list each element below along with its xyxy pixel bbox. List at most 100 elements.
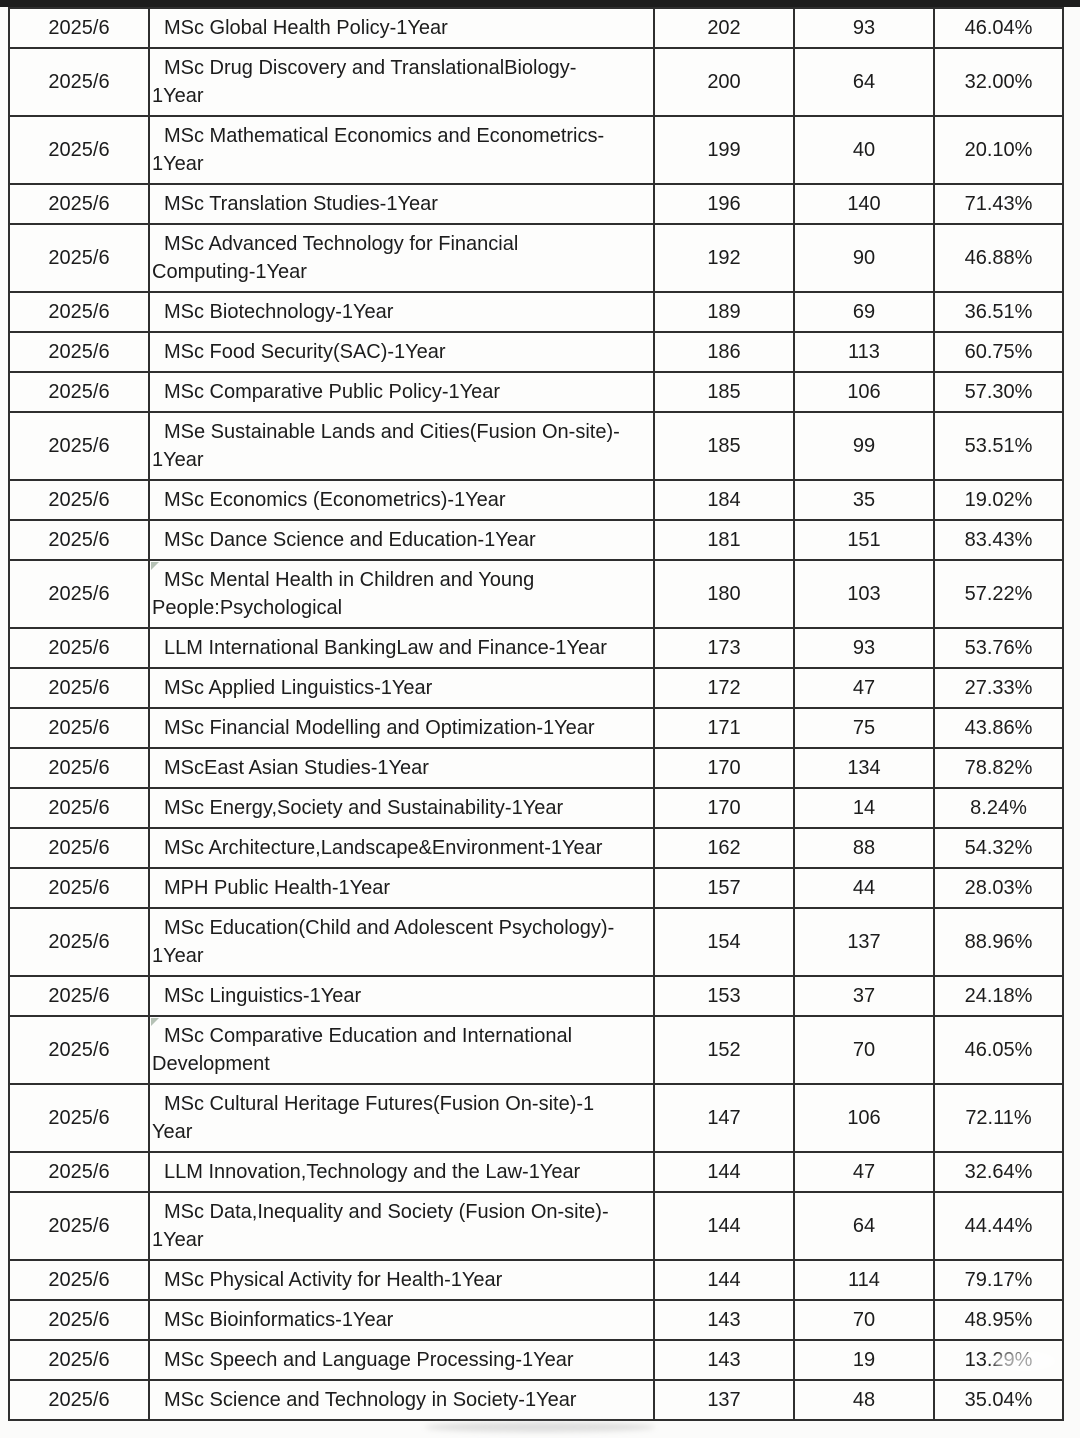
cell-program-name: MSc Dance Science and Education-1Year	[148, 519, 655, 561]
cell-offer-rate: 32.00%	[933, 47, 1064, 117]
cell-offers-count: 47	[793, 667, 935, 709]
cell-offers-count: 93	[793, 627, 935, 669]
cell-applications-count: 162	[653, 827, 795, 869]
cell-applications-count: 157	[653, 867, 795, 909]
cell-program-name: MSc Mental Health in Children and Young …	[148, 559, 655, 629]
cell-date: 2025/6	[8, 559, 150, 629]
cell-program-name: MSc Comparative Public Policy-1Year	[148, 371, 655, 413]
cell-program-name: MSc Financial Modelling and Optimization…	[148, 707, 655, 749]
cell-offers-count: 90	[793, 223, 935, 293]
cell-program-name: MSc Biotechnology-1Year	[148, 291, 655, 333]
table-row: 2025/6 MSc Financial Modelling and Optimi…	[8, 707, 1064, 749]
table-row: 2025/6 MSc Data,Inequality and Society (F…	[8, 1191, 1064, 1261]
table-row: 2025/6 LLM Innovation,Technology and the …	[8, 1151, 1064, 1193]
cell-offer-rate: 27.33%	[933, 667, 1064, 709]
cell-date: 2025/6	[8, 667, 150, 709]
table-row: 2025/6 MSc Economics (Econometrics)-1Year…	[8, 479, 1064, 521]
cell-offer-rate: 57.22%	[933, 559, 1064, 629]
table-row: 2025/6 MSc Comparative Public Policy-1Yea…	[8, 371, 1064, 413]
cell-applications-count: 170	[653, 787, 795, 829]
cell-offers-count: 70	[793, 1299, 935, 1341]
table-row: 2025/6 MSc Cultural Heritage Futures(Fusi…	[8, 1083, 1064, 1153]
table-row: 2025/6 MSc Education(Child and Adolescent…	[8, 907, 1064, 977]
cell-program-name: MSc Education(Child and Adolescent Psych…	[148, 907, 655, 977]
cell-applications-count: 189	[653, 291, 795, 333]
cell-offer-rate: 44.44%	[933, 1191, 1064, 1261]
cell-offer-rate: 79.17%	[933, 1259, 1064, 1301]
cell-offers-count: 14	[793, 787, 935, 829]
cell-offer-rate: 19.02%	[933, 479, 1064, 521]
cell-applications-count: 199	[653, 115, 795, 185]
table-row: 2025/6 MSc Architecture,Landscape&Environ…	[8, 827, 1064, 869]
cell-program-name: MSc Science and Technology in Society-1Y…	[148, 1379, 655, 1421]
cell-program-name: MSc Architecture,Landscape&Environment-1…	[148, 827, 655, 869]
cell-program-name: MSc Food Security(SAC)-1Year	[148, 331, 655, 373]
cell-offer-rate: 28.03%	[933, 867, 1064, 909]
cell-applications-count: 184	[653, 479, 795, 521]
cell-offer-rate: 32.64%	[933, 1151, 1064, 1193]
cell-applications-count: 152	[653, 1015, 795, 1085]
cell-offer-rate: 43.86%	[933, 707, 1064, 749]
cell-offers-count: 103	[793, 559, 935, 629]
cell-applications-count: 153	[653, 975, 795, 1017]
table-row: 2025/6 MPH Public Health-1Year 157 44 28.03%	[8, 867, 1064, 909]
cell-applications-count: 180	[653, 559, 795, 629]
table-row: 2025/6 MSe Sustainable Lands and Cities(F…	[8, 411, 1064, 481]
cell-offers-count: 113	[793, 331, 935, 373]
cell-date: 2025/6	[8, 747, 150, 789]
cell-applications-count: 154	[653, 907, 795, 977]
cell-offers-count: 106	[793, 1083, 935, 1153]
cell-program-name: MSc Drug Discovery and TranslationalBiol…	[148, 47, 655, 117]
cell-applications-count: 143	[653, 1299, 795, 1341]
cell-offers-count: 69	[793, 291, 935, 333]
cell-offers-count: 114	[793, 1259, 935, 1301]
cell-offers-count: 151	[793, 519, 935, 561]
table-row: 2025/6 MSc Dance Science and Education-1Y…	[8, 519, 1064, 561]
cell-applications-count: 144	[653, 1151, 795, 1193]
cell-offers-count: 140	[793, 183, 935, 225]
cell-offers-count: 88	[793, 827, 935, 869]
table-row: 2025/6 MScEast Asian Studies-1Year 170 134 7…	[8, 747, 1064, 789]
cell-offer-rate: 60.75%	[933, 331, 1064, 373]
cell-date: 2025/6	[8, 1259, 150, 1301]
cell-program-name: MSc Mathematical Economics and Econometr…	[148, 115, 655, 185]
cell-offers-count: 75	[793, 707, 935, 749]
table-row: 2025/6 MSc Mental Health in Children and …	[8, 559, 1064, 629]
cell-offers-count: 48	[793, 1379, 935, 1421]
cell-applications-count: 144	[653, 1259, 795, 1301]
cell-offer-rate: 13.29%	[933, 1339, 1064, 1381]
table-row: 2025/6 MSc Applied Linguistics-1Year 172 47…	[8, 667, 1064, 709]
cell-applications-count: 185	[653, 411, 795, 481]
cell-date: 2025/6	[8, 1191, 150, 1261]
cell-date: 2025/6	[8, 1151, 150, 1193]
cell-date: 2025/6	[8, 183, 150, 225]
cell-program-name: MSc Applied Linguistics-1Year	[148, 667, 655, 709]
cell-program-name: MSc Advanced Technology for Financial Co…	[148, 223, 655, 293]
cell-applications-count: 170	[653, 747, 795, 789]
cell-program-name: MSc Energy,Society and Sustainability-1Y…	[148, 787, 655, 829]
cell-program-name: MSc Comparative Education and Internatio…	[148, 1015, 655, 1085]
cell-date: 2025/6	[8, 1299, 150, 1341]
table-row: 2025/6 MSc Physical Activity for Health-1…	[8, 1259, 1064, 1301]
cell-applications-count: 173	[653, 627, 795, 669]
table-row: 2025/6 MSc Advanced Technology for Financ…	[8, 223, 1064, 293]
cell-program-name: MSc Global Health Policy-1Year	[148, 7, 655, 49]
cell-program-name: MSc Data,Inequality and Society (Fusion …	[148, 1191, 655, 1261]
table-row: 2025/6 MSc Energy,Society and Sustainabil…	[8, 787, 1064, 829]
cell-program-name: MSe Sustainable Lands and Cities(Fusion …	[148, 411, 655, 481]
cell-offers-count: 99	[793, 411, 935, 481]
cell-applications-count: 202	[653, 7, 795, 49]
cell-applications-count: 172	[653, 667, 795, 709]
cell-offer-rate: 57.30%	[933, 371, 1064, 413]
cell-offer-rate: 83.43%	[933, 519, 1064, 561]
table-row: 2025/6 MSc Science and Technology in Soci…	[8, 1379, 1064, 1421]
cell-offer-rate: 71.43%	[933, 183, 1064, 225]
cell-offer-rate: 88.96%	[933, 907, 1064, 977]
cell-date: 2025/6	[8, 411, 150, 481]
cell-applications-count: 143	[653, 1339, 795, 1381]
cell-offer-rate: 53.51%	[933, 411, 1064, 481]
cell-date: 2025/6	[8, 1015, 150, 1085]
table-row: 2025/6 MSc Drug Discovery and Translation…	[8, 47, 1064, 117]
cell-date: 2025/6	[8, 1379, 150, 1421]
